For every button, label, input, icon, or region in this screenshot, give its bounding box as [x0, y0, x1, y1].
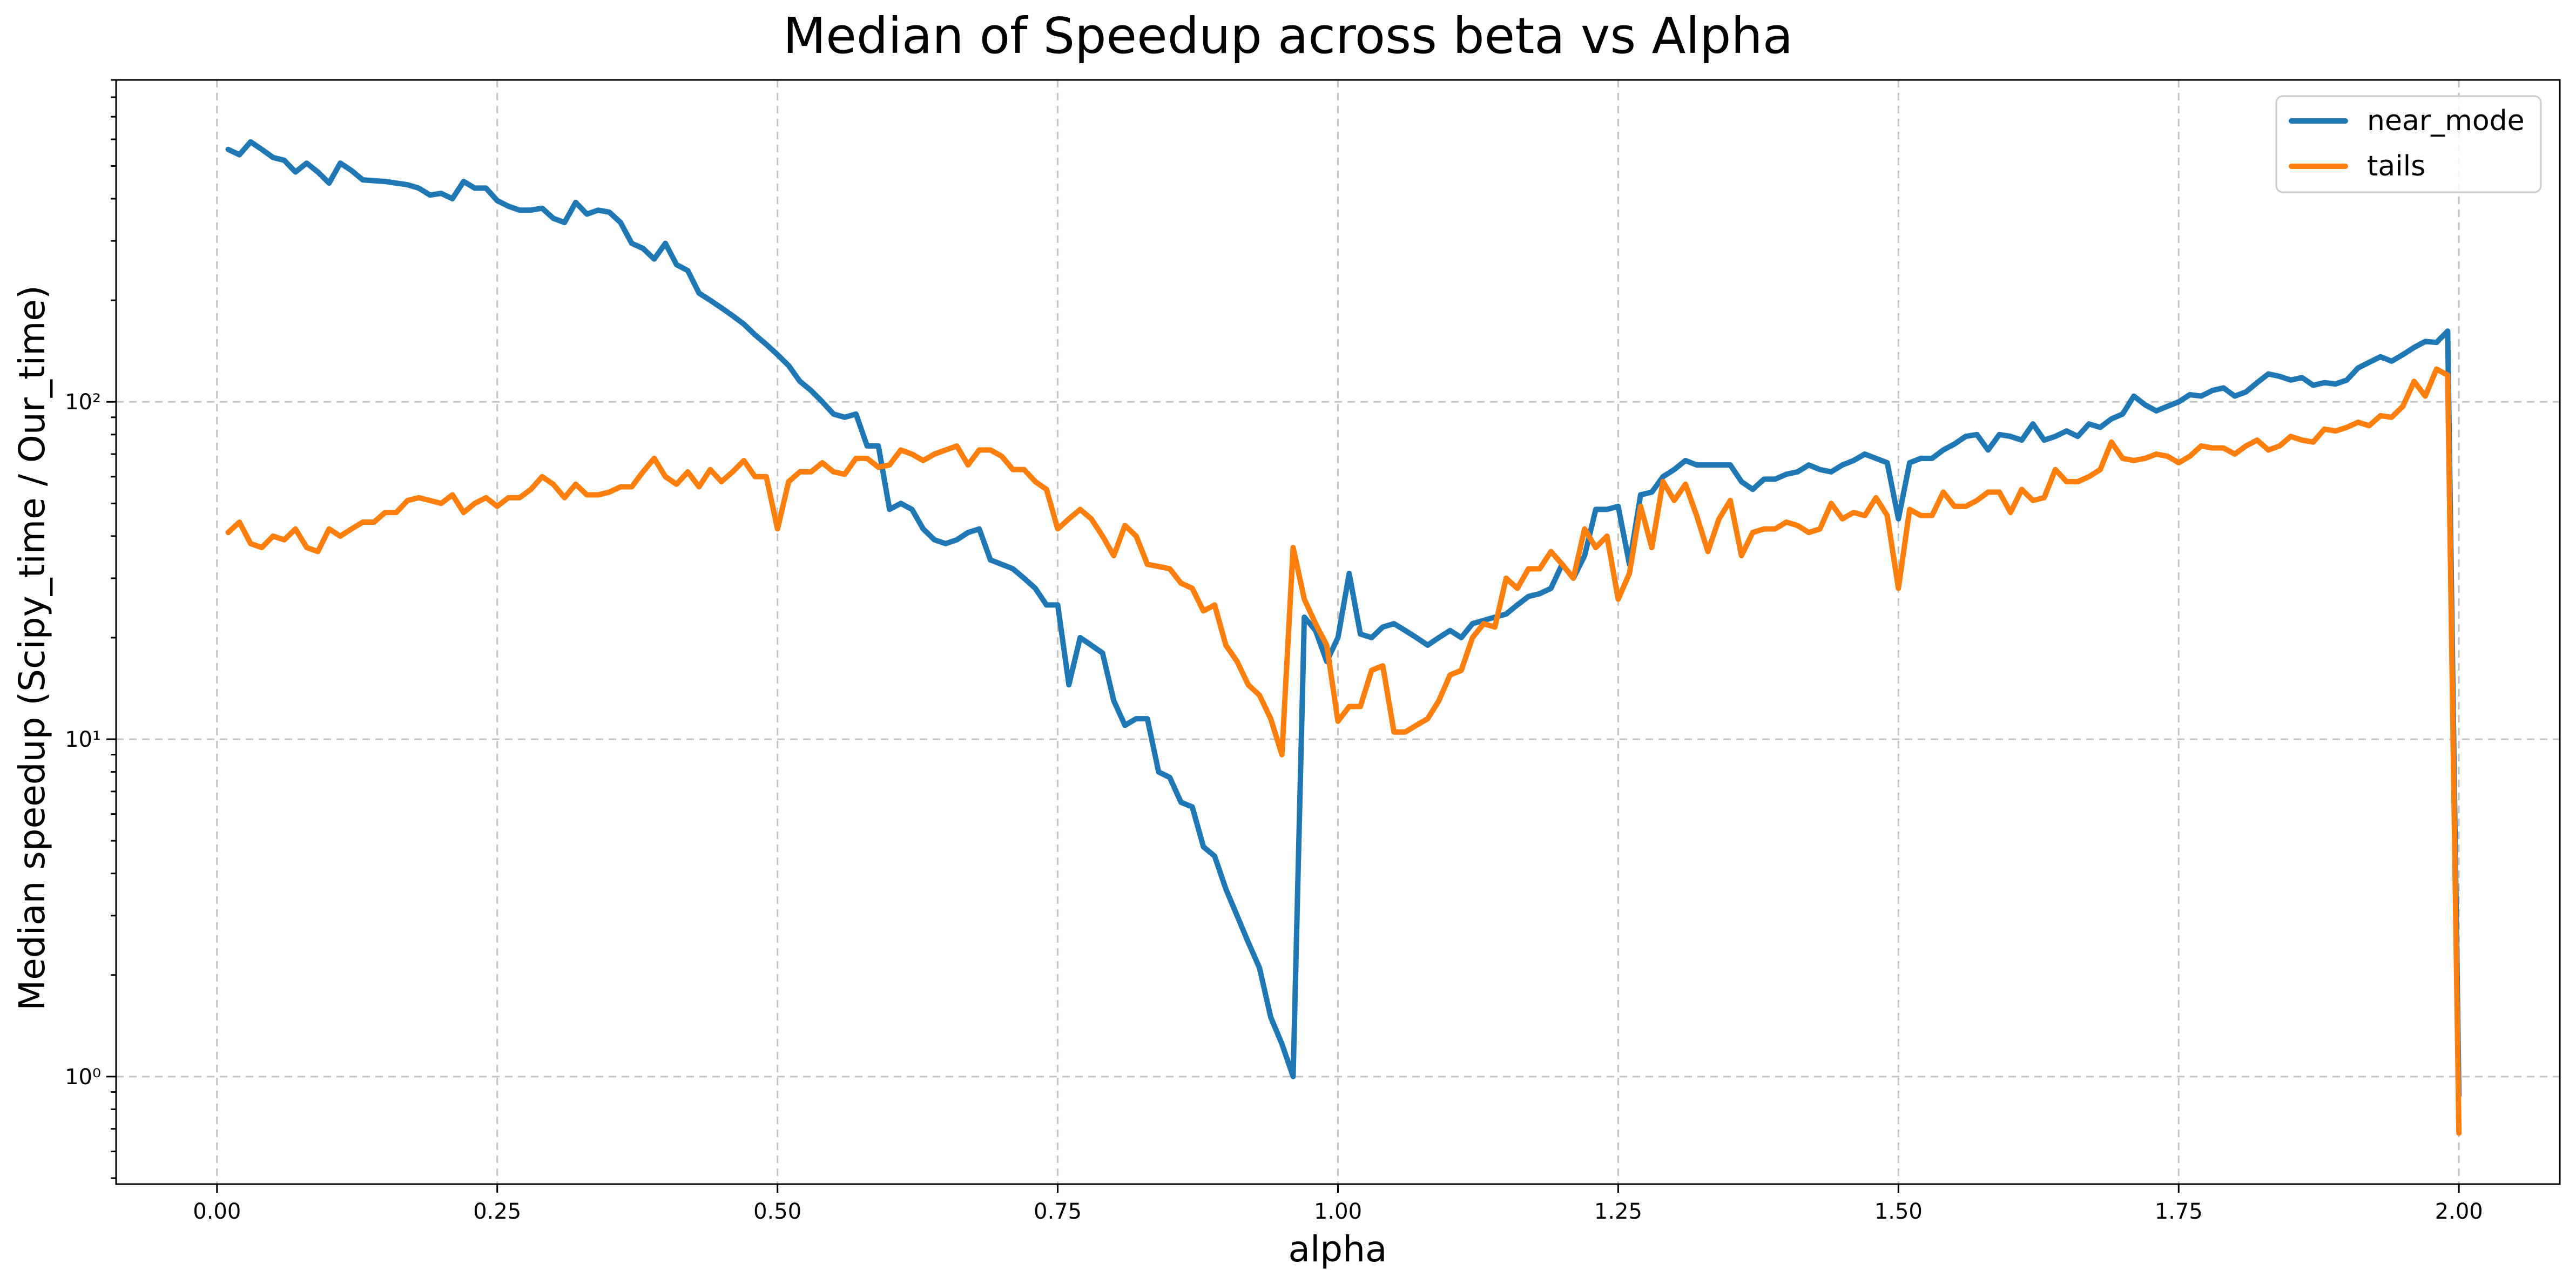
x-tick-label: 1.75	[2155, 1199, 2203, 1224]
x-tick-label: 0.25	[473, 1199, 521, 1224]
x-tick-label: 1.25	[1594, 1199, 1642, 1224]
axes: 0.00 0.25 0.50 0.75 1.00 1.25 1.50 1.75 2.00 10⁰ 1…	[65, 79, 2561, 1224]
x-tick-label: 1.50	[1874, 1199, 1923, 1224]
y-tick-label: 10¹	[65, 727, 101, 752]
x-tick-label: 0.50	[753, 1199, 801, 1224]
x-tick-label: 2.00	[2435, 1199, 2483, 1224]
x-tick-label: 0.00	[193, 1199, 241, 1224]
x-tick-label: 0.75	[1034, 1199, 1082, 1224]
plot-area	[225, 139, 2462, 1136]
y-axis-label: Median speedup (Scipy_time / Our_time)	[11, 285, 53, 1010]
chart-title: Median of Speedup across beta vs Alpha	[783, 7, 1793, 65]
legend-label-near-mode: near_mode	[2367, 105, 2525, 137]
series-line-tails	[225, 366, 2462, 1136]
series-line-near-mode	[225, 139, 2462, 1098]
x-axis-label: alpha	[1289, 1228, 1387, 1270]
x-tick-label: 1.00	[1314, 1199, 1362, 1224]
y-tick-label: 10²	[65, 390, 101, 415]
y-tick-label: 10⁰	[65, 1065, 101, 1090]
legend-label-tails: tails	[2367, 150, 2425, 183]
grid-lines	[116, 80, 2560, 1184]
